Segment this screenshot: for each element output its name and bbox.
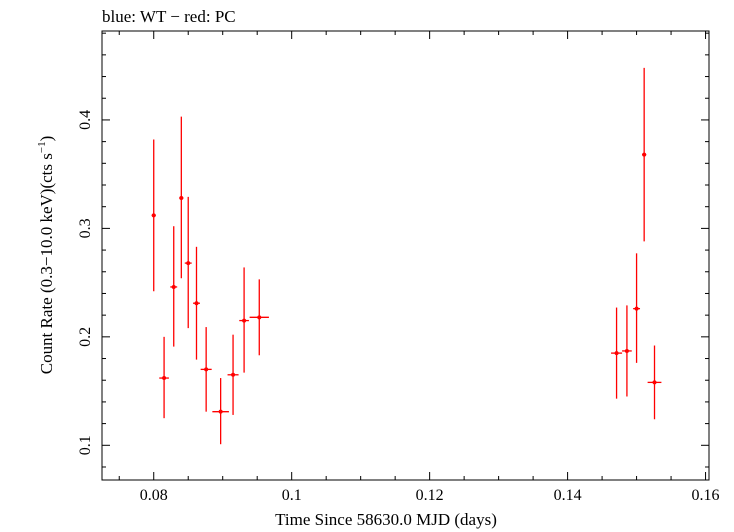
point-marker	[186, 261, 191, 266]
axis-tick-labels: 0.08 0.1 0.12 0.14 0.16 0.1 0.2 0.3 0.4	[77, 110, 720, 504]
data-point	[179, 116, 184, 279]
y-axis-label-suffix: )	[37, 136, 56, 142]
data-point	[249, 279, 269, 356]
y-tick-label: 0.1	[77, 435, 94, 455]
y-tick-label: 0.2	[77, 327, 94, 347]
data-point	[611, 307, 623, 399]
data-point	[193, 246, 200, 360]
data-point	[170, 226, 178, 347]
point-marker	[642, 152, 647, 157]
point-marker	[151, 213, 156, 218]
data-point	[212, 378, 229, 445]
plot-frame	[101, 30, 710, 481]
point-marker	[162, 376, 167, 381]
y-axis-label: Count Rate (0.3−10.0 keV)(cts s−1)	[36, 136, 56, 375]
point-marker	[652, 380, 657, 385]
y-axis-label-prefix: Count Rate (0.3−10.0 keV)(cts s	[37, 153, 56, 374]
data-point	[633, 253, 641, 363]
data-point	[200, 327, 212, 412]
point-marker	[218, 409, 223, 414]
data-point	[642, 67, 647, 242]
data-point	[239, 267, 249, 373]
point-marker	[257, 315, 262, 320]
chart-title: blue: WT − red: PC	[102, 7, 236, 26]
point-marker	[624, 348, 629, 353]
data-point	[622, 305, 632, 397]
point-marker	[231, 372, 236, 377]
point-marker	[634, 306, 639, 311]
data-point	[647, 345, 662, 420]
point-marker	[194, 301, 199, 306]
y-tick-label: 0.3	[77, 218, 94, 238]
x-tick-label: 0.16	[692, 487, 720, 504]
x-tick-label: 0.12	[416, 487, 444, 504]
point-marker	[242, 318, 247, 323]
data-points	[151, 67, 662, 445]
point-marker	[171, 284, 176, 289]
x-tick-label: 0.1	[282, 487, 302, 504]
data-point	[184, 196, 192, 329]
data-point	[227, 334, 239, 415]
x-axis-label: Time Since 58630.0 MJD (days)	[275, 510, 497, 529]
y-axis-label-superscript: −1	[36, 141, 48, 153]
y-tick-label: 0.4	[77, 110, 94, 130]
axis-ticks	[102, 31, 709, 480]
point-marker	[614, 351, 619, 356]
data-point	[151, 139, 156, 292]
x-tick-label: 0.14	[554, 487, 582, 504]
data-point	[159, 336, 169, 419]
point-marker	[204, 367, 209, 372]
point-marker	[179, 196, 184, 201]
x-tick-label: 0.08	[140, 487, 168, 504]
